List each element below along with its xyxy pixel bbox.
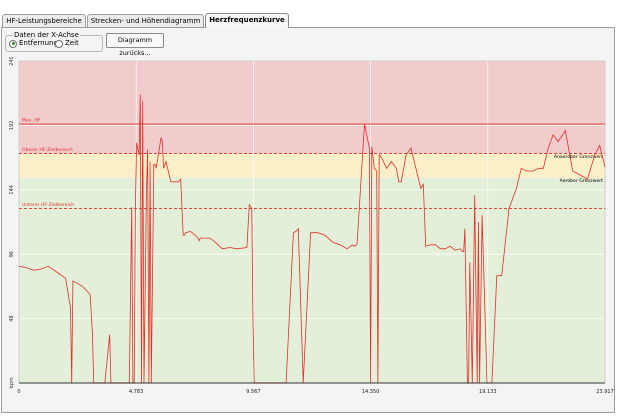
radio-zeit-label: Zeit — [65, 39, 79, 47]
y-tick-label: 192 — [9, 121, 15, 131]
reference-lines: Max. HF Oberer HF-Zielbereich Unterer HF-Z… — [19, 118, 605, 209]
y-tick-label: bpm — [9, 377, 15, 388]
y-axis-labels: bpm 48 96 144 192 240 — [9, 56, 15, 388]
x-tick-label: 0 — [17, 389, 20, 395]
zone-yellow — [19, 153, 605, 178]
radio-zeit-dot[interactable] — [55, 39, 63, 48]
y-tick-label: 144 — [9, 185, 15, 195]
diagram-back-button[interactable]: Diagramm zurücks... — [106, 33, 164, 57]
x-tick-label: 4.783 — [129, 389, 143, 395]
x-tick-label: 14.350 — [362, 389, 380, 395]
reference-line-label: Max. HF — [22, 118, 41, 124]
reference-line-label: Unterer HF-Zielbereich — [22, 202, 74, 208]
xaxis-group-legend: Daten der X-Achse — [13, 31, 80, 40]
heart-rate-chart: Max. HF Oberer HF-Zielbereich Unterer HF-Z… — [9, 56, 614, 395]
tab-strecken-hoehendiagramm[interactable]: Strecken- und Höhendiagramm — [87, 14, 204, 27]
x-tick-label: 19.133 — [479, 389, 497, 395]
xaxis-groupbox: Daten der X-Achse Entfernung Zeit — [5, 31, 103, 52]
x-axis-labels: 0 4.783 9.567 14.350 19.133 23.917 — [17, 389, 613, 395]
tab-herzfrequenzkurve[interactable]: Herzfrequenzkurve — [205, 13, 289, 28]
radio-entfernung-label: Entfernung — [19, 39, 58, 47]
threshold-label: Aerober Grenzwert — [560, 178, 604, 184]
reference-line-label: Oberer HF-Zielbereich — [22, 147, 73, 153]
x-tick-label: 9.567 — [246, 389, 260, 395]
y-tick-label: 48 — [9, 315, 15, 321]
radio-zeit[interactable]: Zeit — [55, 39, 79, 48]
y-tick-label: 240 — [9, 57, 15, 66]
tab-panel: Daten der X-Achse Entfernung Zeit Diagra… — [1, 27, 615, 413]
threshold-label: Anaerober Grenzwert — [554, 154, 603, 160]
zone-green — [19, 177, 605, 383]
heart-rate-series-line — [18, 94, 606, 384]
tab-hf-leistungsbereiche[interactable]: HF-Leistungsbereiche — [2, 14, 86, 27]
chart-area: Max. HF Oberer HF-Zielbereich Unterer HF-Z… — [2, 56, 614, 412]
tab-strip: HF-Leistungsbereiche Strecken- und Höhen… — [0, 13, 614, 28]
y-tick-label: 96 — [9, 251, 15, 257]
radio-entfernung[interactable]: Entfernung — [9, 39, 58, 48]
radio-entfernung-dot[interactable] — [9, 39, 17, 48]
x-tick-label: 23.917 — [596, 389, 614, 395]
